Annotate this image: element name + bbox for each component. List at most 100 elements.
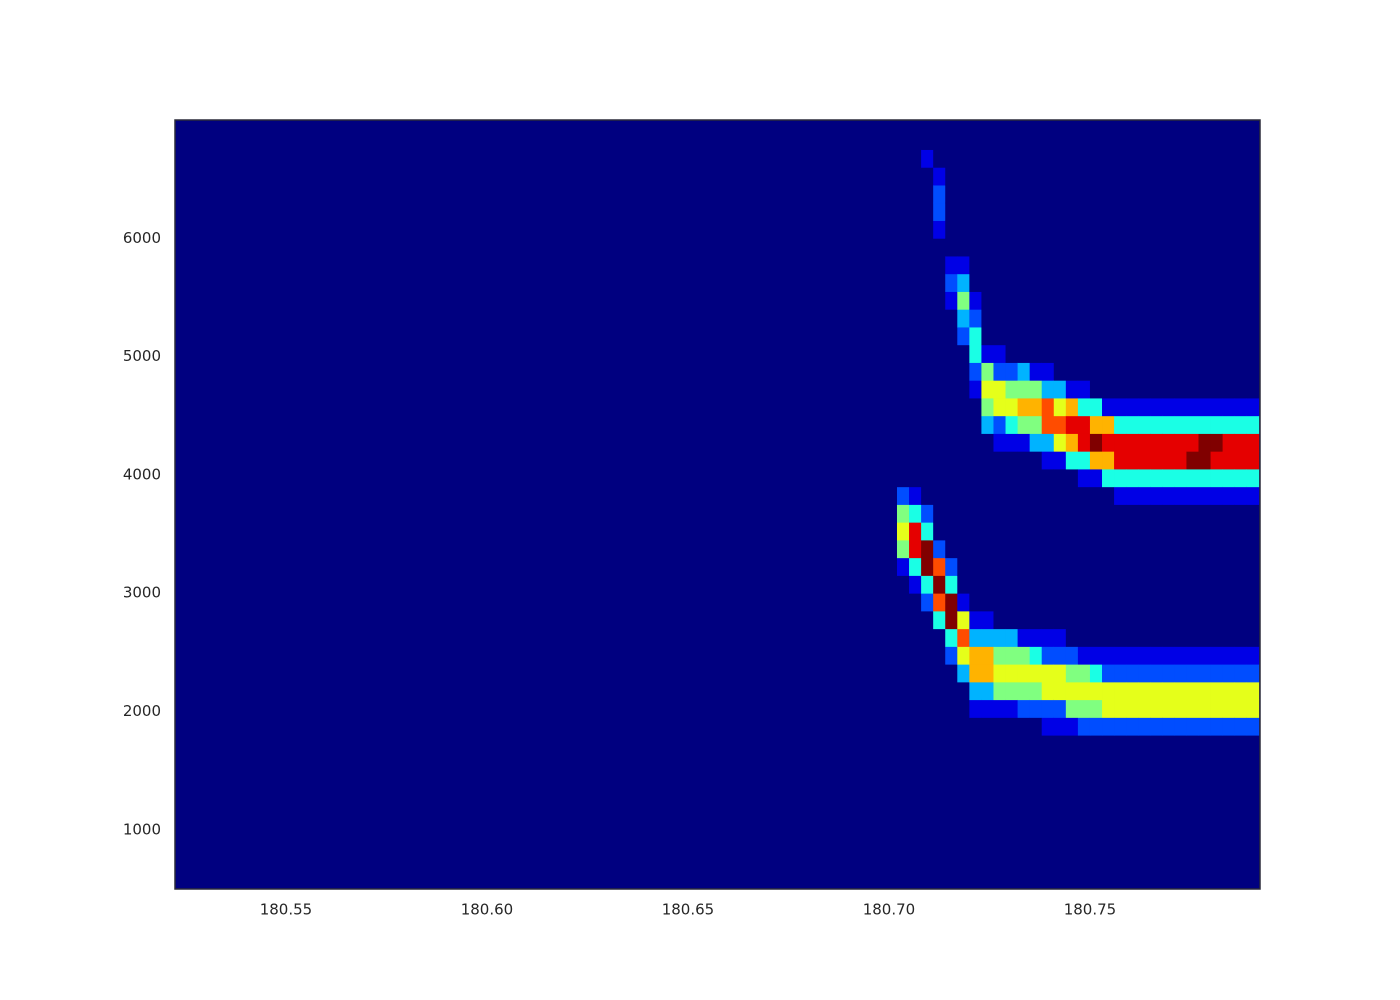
- heatmap-cell: [1210, 327, 1224, 346]
- heatmap-cell: [1234, 681, 1248, 701]
- heatmap-cell: [1138, 167, 1151, 186]
- heatmap-cell: [1114, 185, 1127, 204]
- heatmap-cell: [1053, 327, 1067, 346]
- heatmap-cell: [1114, 451, 1127, 470]
- heatmap-cell: [1162, 504, 1175, 523]
- heatmap-cell: [933, 681, 946, 701]
- heatmap-cell: [957, 415, 970, 434]
- heatmap-cell: [1234, 220, 1248, 239]
- heatmap-cell: [921, 256, 934, 275]
- heatmap-cell: [1222, 398, 1236, 417]
- heatmap-cell: [1017, 415, 1031, 434]
- heatmap-cell: [1222, 557, 1236, 576]
- heatmap-cell: [1005, 220, 1018, 239]
- heatmap-cell: [933, 539, 946, 559]
- heatmap-cell: [1198, 593, 1211, 612]
- heatmap-cell: [1017, 486, 1031, 505]
- heatmap-cell: [1138, 256, 1151, 275]
- heatmap-cell: [1053, 469, 1067, 488]
- heatmap-cell: [1198, 131, 1211, 150]
- heatmap-cell: [1005, 469, 1018, 488]
- heatmap-cell: [969, 717, 982, 736]
- heatmap-cell: [1029, 202, 1043, 221]
- heatmap-cell: [896, 433, 910, 452]
- heatmap-cell: [1029, 522, 1043, 541]
- heatmap-cell: [1077, 557, 1091, 576]
- heatmap-cell: [921, 486, 934, 505]
- heatmap-cell: [1138, 202, 1151, 221]
- heatmap-cell: [1005, 167, 1018, 186]
- heatmap-cell: [1017, 185, 1031, 204]
- heatmap-cell: [1198, 238, 1211, 257]
- heatmap-cell: [909, 380, 922, 399]
- heatmap-cell: [993, 717, 1006, 736]
- heatmap-cell: [909, 504, 922, 523]
- heatmap-cell: [993, 415, 1006, 434]
- heatmap-cell: [1126, 610, 1139, 630]
- heatmap-cell: [1089, 344, 1103, 363]
- heatmap-cell: [993, 433, 1006, 452]
- heatmap-cell: [1210, 486, 1224, 505]
- heatmap-cell: [1174, 202, 1187, 221]
- heatmap-cell: [1053, 681, 1067, 701]
- heatmap-cell: [945, 202, 958, 221]
- heatmap-cell: [981, 610, 994, 630]
- heatmap-cell: [921, 344, 934, 363]
- heatmap-cell: [1126, 220, 1139, 239]
- heatmap-cell: [933, 327, 946, 346]
- heatmap-cell: [1234, 362, 1248, 381]
- heatmap-cell: [1222, 681, 1236, 701]
- heatmap-cell: [969, 646, 982, 665]
- heatmap-cell: [909, 131, 922, 150]
- heatmap-cell: [1234, 699, 1248, 718]
- heatmap-cell: [1065, 309, 1079, 328]
- heatmap-cell: [1246, 380, 1260, 399]
- heatmap-cell: [1174, 610, 1187, 630]
- heatmap-cell: [981, 167, 994, 186]
- heatmap-cell: [1210, 167, 1224, 186]
- heatmap-cell: [909, 167, 922, 186]
- heatmap-cell: [1053, 646, 1067, 665]
- heatmap-cell: [1186, 327, 1199, 346]
- heatmap-cell: [1234, 344, 1248, 363]
- heatmap-cell: [1077, 131, 1091, 150]
- heatmap-cell: [909, 415, 922, 434]
- heatmap-cell: [1186, 469, 1199, 488]
- heatmap-cell: [1210, 628, 1224, 647]
- heatmap-cell: [993, 256, 1006, 275]
- heatmap-cell: [1065, 220, 1079, 239]
- heatmap-cell: [909, 149, 922, 168]
- heatmap-cell: [1138, 610, 1151, 630]
- heatmap-cell: [1174, 699, 1187, 718]
- heatmap-cell: [957, 681, 970, 701]
- heatmap-cell: [1138, 522, 1151, 541]
- heatmap-cell: [1017, 451, 1031, 470]
- y-tick-label: 4000: [123, 465, 161, 483]
- heatmap-cell: [1089, 309, 1103, 328]
- heatmap-cell: [1138, 539, 1151, 559]
- heatmap-cell: [933, 415, 946, 434]
- heatmap-cell: [921, 593, 934, 612]
- heatmap-cell: [1005, 646, 1018, 665]
- heatmap-cell: [1053, 202, 1067, 221]
- heatmap-cell: [933, 362, 946, 381]
- heatmap-cell: [981, 185, 994, 204]
- heatmap-cell: [1089, 202, 1103, 221]
- heatmap-cell: [1041, 309, 1055, 328]
- heatmap-cell: [1126, 486, 1139, 505]
- heatmap-cell: [1089, 327, 1103, 346]
- heatmap-cell: [993, 380, 1006, 399]
- heatmap-cell: [1210, 575, 1224, 594]
- heatmap-cell: [1198, 433, 1211, 452]
- heatmap-cell: [1029, 167, 1043, 186]
- heatmap-cell: [896, 256, 910, 275]
- heatmap-cell: [1222, 664, 1236, 683]
- heatmap-cell: [921, 628, 934, 647]
- heatmap-cell: [993, 238, 1006, 257]
- heatmap-cell: [969, 380, 982, 399]
- heatmap-cell: [969, 451, 982, 470]
- heatmap-cell: [1246, 185, 1260, 204]
- heatmap-cell: [1162, 469, 1175, 488]
- heatmap-cell: [1138, 344, 1151, 363]
